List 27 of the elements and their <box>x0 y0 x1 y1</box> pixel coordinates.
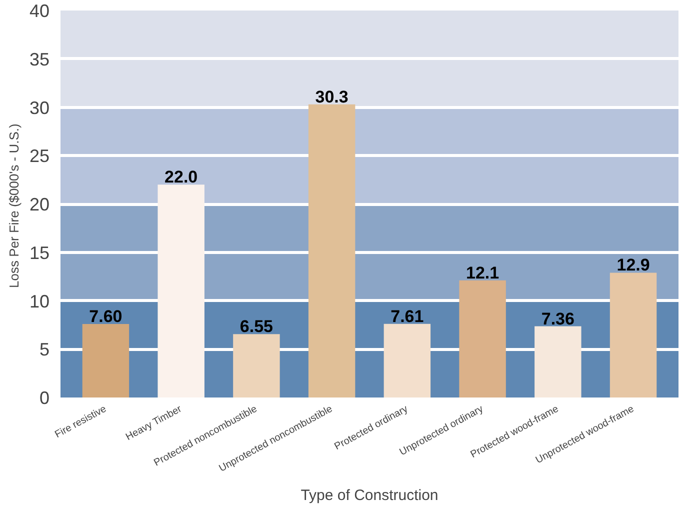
y-tick-label: 25 <box>29 146 50 166</box>
bar <box>82 324 130 398</box>
bar <box>534 326 582 398</box>
y-tick-label: 35 <box>29 49 50 70</box>
y-axis-title: Loss Per Fire ($000's - U.S.) <box>6 124 22 288</box>
y-tick-label: 5 <box>39 340 50 360</box>
y-tick-label: 20 <box>29 194 50 214</box>
bar <box>610 272 657 398</box>
data-label: 12.9 <box>616 256 650 275</box>
y-tick-label: 0 <box>39 388 50 408</box>
data-label: 7.36 <box>541 309 574 328</box>
data-label: 12.1 <box>466 263 500 282</box>
bar <box>308 104 356 398</box>
data-label: 7.60 <box>89 306 122 326</box>
y-tick-label: 40 <box>29 1 50 21</box>
y-tick-label: 10 <box>29 291 50 312</box>
data-label: 7.61 <box>390 306 424 326</box>
data-label: 22.0 <box>164 168 198 187</box>
data-label: 6.55 <box>240 317 273 336</box>
y-tick-label: 30 <box>29 98 50 118</box>
data-label: 30.3 <box>315 87 348 106</box>
bar <box>459 280 506 398</box>
bar <box>233 334 280 398</box>
y-tick-label: 15 <box>29 242 50 263</box>
bar <box>384 324 431 398</box>
bar <box>158 184 204 398</box>
x-axis-title: Type of Construction <box>300 487 438 504</box>
